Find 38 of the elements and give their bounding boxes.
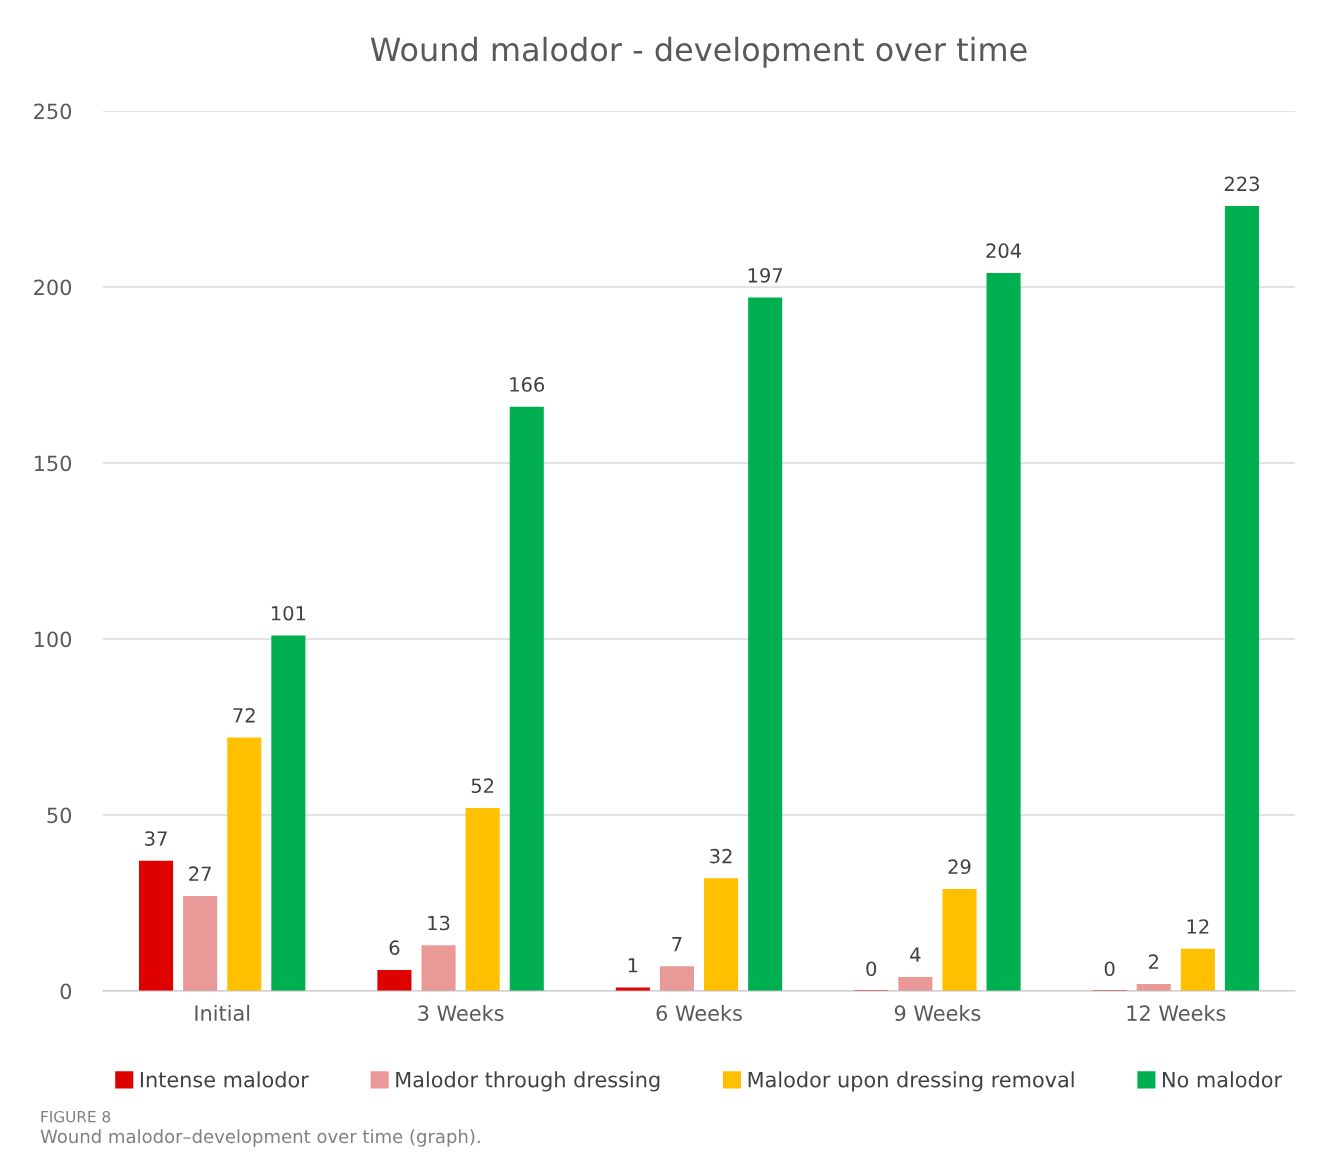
- text: Wound malodor–development over time (graph).: [40, 1129, 480, 1147]
- data-label: 6: [389, 940, 400, 955]
- y-tick-label: 50: [47, 807, 72, 824]
- data-label: 223: [1224, 176, 1259, 192]
- chart-title: Wound malodor - development over time: [370, 36, 1027, 68]
- data-label: 72: [233, 707, 255, 723]
- y-tick-label: 250: [34, 103, 72, 120]
- data-label: 1: [628, 958, 638, 973]
- x-tick-label: 6 Weeks: [656, 1004, 742, 1022]
- legend-label: Malodor upon dressing removal: [748, 1071, 1074, 1092]
- legend-label: Malodor through dressing: [396, 1071, 660, 1092]
- data-label: 0: [1104, 961, 1115, 977]
- data-label: 52: [471, 778, 494, 794]
- x-tick-label: 12 Weeks: [1127, 1004, 1226, 1022]
- data-label: 13: [428, 915, 450, 931]
- data-label: 7: [672, 937, 682, 952]
- y-tick-label: 100: [34, 631, 72, 648]
- data-label: 197: [748, 267, 783, 283]
- data-label: 4: [910, 947, 921, 962]
- data-label: 2: [1148, 954, 1158, 969]
- caption: FIGURE 8: [41, 1110, 111, 1123]
- x-tick-label: 9 Weeks: [894, 1004, 981, 1022]
- x-tick-label: Initial: [195, 1004, 250, 1022]
- data-label: 37: [145, 831, 167, 846]
- data-label: 204: [986, 243, 1022, 259]
- y-tick-label: 150: [34, 455, 72, 472]
- data-label: 12: [1187, 919, 1209, 934]
- legend-label: Intense malodor: [140, 1071, 309, 1088]
- data-label: 29: [948, 859, 971, 875]
- data-label: 27: [189, 866, 211, 881]
- y-tick-label: 0: [60, 983, 72, 1000]
- legend-label: No malodor: [1163, 1071, 1283, 1088]
- x-tick-label: 3 Weeks: [418, 1004, 504, 1022]
- data-label: 32: [710, 848, 732, 864]
- y-tick-label: 200: [34, 279, 72, 296]
- data-label: 101: [271, 605, 306, 621]
- data-label: 0: [866, 961, 877, 977]
- data-label: 166: [510, 377, 545, 392]
